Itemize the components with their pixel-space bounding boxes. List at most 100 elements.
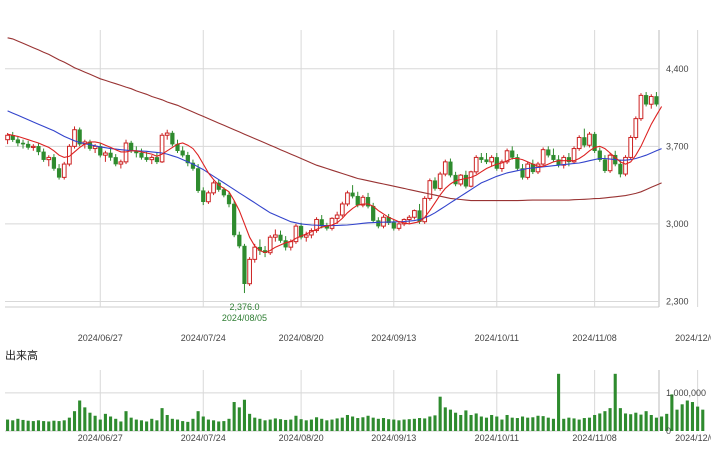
volume-bar	[217, 421, 221, 431]
volume-bar	[155, 420, 159, 431]
ma-short-line	[7, 106, 663, 254]
volume-bar	[6, 419, 10, 431]
candle-body	[252, 246, 258, 260]
volume-bar	[237, 407, 241, 431]
candle-body	[5, 134, 10, 141]
volume-bar	[72, 411, 77, 431]
date-tick-label: 2024/10/11	[475, 333, 519, 343]
volume-bar	[309, 419, 313, 431]
candle-body	[607, 154, 613, 172]
volume-bar	[500, 419, 504, 431]
volume-bar	[258, 418, 262, 431]
volume-bar	[433, 415, 437, 431]
candle-body	[546, 149, 551, 156]
candle-body	[376, 220, 381, 227]
volume-tick-label: 1,000,000	[666, 388, 706, 398]
candle-body	[540, 149, 546, 165]
volume-bar	[392, 419, 396, 431]
volume-bar	[21, 419, 25, 431]
candles	[5, 92, 659, 294]
volume-bar	[490, 414, 494, 431]
candle-body	[26, 143, 31, 148]
candle-body	[566, 157, 571, 163]
candle-body	[149, 156, 155, 161]
volume-bar	[268, 419, 272, 431]
volume-date-tick-label: 2024/06/27	[78, 433, 123, 443]
volume-bar	[175, 419, 180, 431]
candle-body	[339, 203, 345, 216]
low-price-annotation: 2,376.0	[229, 302, 259, 312]
volume-bar	[680, 404, 684, 431]
volume-bar	[557, 373, 561, 431]
volume-bar	[78, 400, 82, 431]
volume-bar	[459, 414, 463, 431]
candle-body	[648, 95, 654, 105]
volume-bar	[366, 415, 370, 431]
volume-bar	[186, 421, 190, 431]
candle-body	[422, 197, 428, 223]
date-tick-label: 2024/12/04	[675, 333, 711, 343]
volume-bar	[196, 411, 200, 431]
volume-bar	[577, 419, 581, 431]
candle-body	[427, 180, 433, 199]
candle-body	[77, 129, 82, 145]
candle-body	[638, 94, 644, 120]
volume-bar	[454, 412, 458, 431]
volume-bar	[62, 420, 66, 431]
volume-bar	[428, 416, 432, 431]
candle-body	[103, 152, 108, 156]
candle-body	[303, 234, 309, 238]
volume-bar	[562, 418, 566, 431]
candle-body	[201, 190, 206, 202]
volume-bar	[541, 416, 545, 431]
candle-body	[597, 150, 602, 160]
candle-body	[15, 139, 20, 144]
volume-bar	[469, 414, 473, 431]
candle-body	[288, 241, 294, 248]
candle-body	[551, 154, 556, 160]
volume-bar	[474, 413, 478, 431]
volume-bars	[6, 373, 705, 431]
candle-body	[396, 223, 402, 229]
volume-bar	[242, 399, 247, 431]
low-date-annotation: 2024/08/05	[222, 313, 267, 323]
volume-bar	[273, 418, 277, 431]
volume-date-tick-label: 2024/10/11	[475, 433, 519, 443]
volume-bar	[423, 418, 427, 431]
candle-body	[164, 132, 170, 136]
volume-bar	[206, 419, 210, 431]
date-tick-label: 2024/07/24	[181, 333, 226, 343]
volume-bar	[253, 417, 257, 431]
candle-body	[61, 163, 67, 178]
volume-bar	[263, 420, 267, 431]
volume-bar	[139, 420, 144, 431]
candle-body	[654, 96, 659, 105]
candle-body	[226, 194, 232, 205]
candle-body	[41, 151, 46, 160]
volume-tick-label: 0	[666, 426, 671, 436]
volume-bar	[593, 414, 597, 431]
candle-body	[129, 142, 134, 152]
candle-body	[159, 134, 165, 163]
candle-body	[144, 157, 149, 160]
volume-bar	[98, 419, 102, 431]
candle-body	[211, 182, 216, 194]
candle-body	[278, 234, 283, 241]
volume-bar	[696, 406, 700, 431]
volume-bar	[531, 417, 535, 431]
price-tick-label: 3,700	[666, 141, 689, 151]
candle-body	[30, 145, 36, 148]
volume-bar	[417, 418, 422, 431]
volume-bar	[222, 421, 226, 431]
volume-bar	[42, 421, 46, 431]
volume-bar	[284, 419, 288, 431]
candle-body	[247, 258, 252, 285]
candle-body	[273, 234, 278, 238]
volume-bar	[325, 420, 329, 431]
candle-body	[644, 95, 649, 105]
volume-bar	[160, 408, 164, 431]
volume-bar	[165, 414, 169, 431]
volume-bar	[124, 411, 128, 431]
volume-bar	[665, 413, 669, 431]
